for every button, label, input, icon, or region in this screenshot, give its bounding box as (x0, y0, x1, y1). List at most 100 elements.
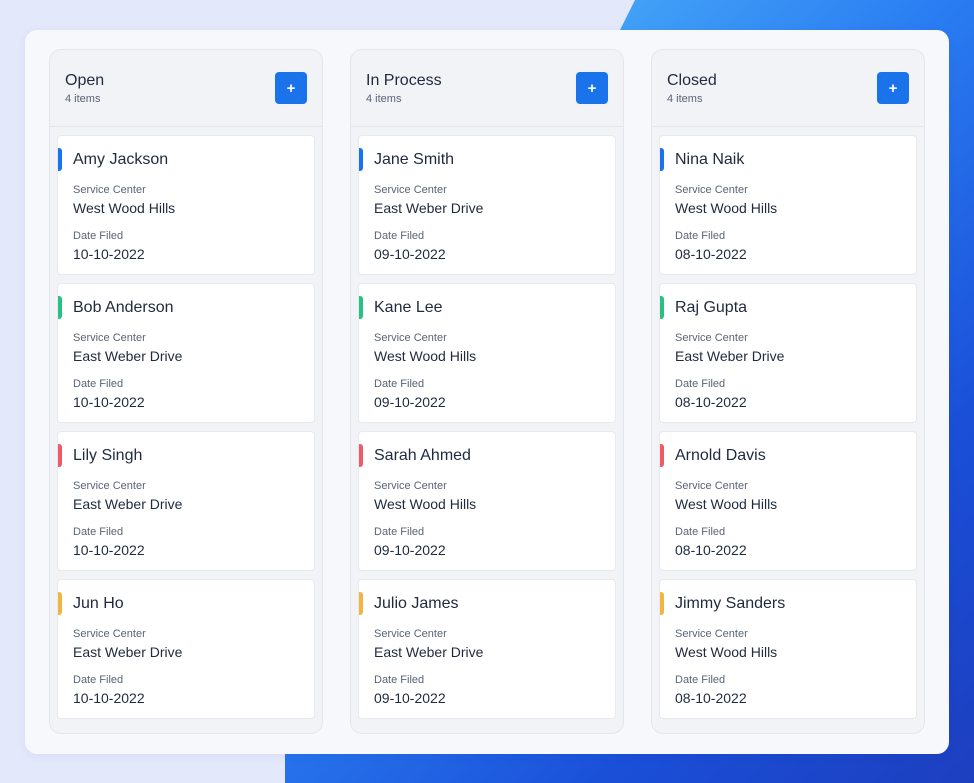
card-accent-bar (359, 296, 363, 319)
service-center-label: Service Center (374, 480, 447, 492)
card-accent-bar (359, 592, 363, 615)
column-header: Open 4 items + (50, 50, 322, 127)
service-center-label: Service Center (73, 628, 146, 640)
column-header: Closed 4 items + (652, 50, 924, 127)
date-filed-label: Date Filed (675, 674, 726, 686)
card-name: Lily Singh (73, 447, 143, 464)
add-card-button[interactable]: + (275, 72, 307, 104)
date-filed-value: 09-10-2022 (374, 394, 446, 410)
card-accent-bar (660, 592, 664, 615)
service-center-label: Service Center (73, 332, 146, 344)
column-header: In Process 4 items + (351, 50, 623, 127)
column-in-process: In Process 4 items + Jane Smith Service … (350, 49, 624, 734)
ticket-card[interactable]: Raj Gupta Service Center East Weber Driv… (659, 283, 917, 423)
service-center-value: East Weber Drive (374, 644, 484, 660)
ticket-card[interactable]: Kane Lee Service Center West Wood Hills … (358, 283, 616, 423)
ticket-card[interactable]: Arnold Davis Service Center West Wood Hi… (659, 431, 917, 571)
date-filed-value: 09-10-2022 (374, 690, 446, 706)
date-filed-value: 10-10-2022 (73, 246, 145, 262)
service-center-value: West Wood Hills (675, 200, 778, 216)
card-name: Jane Smith (374, 151, 455, 168)
date-filed-value: 08-10-2022 (675, 394, 747, 410)
service-center-label: Service Center (374, 628, 447, 640)
card-name: Sarah Ahmed (374, 447, 471, 464)
date-filed-value: 10-10-2022 (73, 542, 145, 558)
date-filed-label: Date Filed (374, 526, 425, 538)
card-accent-bar (660, 296, 664, 319)
card-name: Jimmy Sanders (675, 595, 786, 612)
card-name: Arnold Davis (675, 447, 766, 464)
service-center-label: Service Center (675, 332, 748, 344)
date-filed-value: 08-10-2022 (675, 690, 747, 706)
date-filed-label: Date Filed (675, 378, 726, 390)
service-center-label: Service Center (73, 184, 146, 196)
date-filed-label: Date Filed (374, 378, 425, 390)
ticket-card[interactable]: Sarah Ahmed Service Center West Wood Hil… (358, 431, 616, 571)
date-filed-value: 10-10-2022 (73, 690, 145, 706)
column-closed: Closed 4 items + Nina Naik Service Cente… (651, 49, 925, 734)
ticket-card[interactable]: Jane Smith Service Center East Weber Dri… (358, 135, 616, 275)
date-filed-value: 09-10-2022 (374, 246, 446, 262)
service-center-label: Service Center (73, 480, 146, 492)
card-name: Kane Lee (374, 299, 443, 316)
date-filed-label: Date Filed (374, 674, 425, 686)
ticket-card[interactable]: Amy Jackson Service Center West Wood Hil… (57, 135, 315, 275)
service-center-value: West Wood Hills (374, 348, 477, 364)
date-filed-label: Date Filed (675, 526, 726, 538)
date-filed-label: Date Filed (73, 526, 124, 538)
ticket-card[interactable]: Jimmy Sanders Service Center West Wood H… (659, 579, 917, 719)
card-accent-bar (660, 148, 664, 171)
card-name: Amy Jackson (73, 151, 169, 168)
column-title: In Process (366, 72, 442, 89)
card-accent-bar (359, 148, 363, 171)
date-filed-label: Date Filed (374, 230, 425, 242)
date-filed-label: Date Filed (73, 230, 124, 242)
service-center-label: Service Center (675, 480, 748, 492)
card-accent-bar (58, 444, 62, 467)
card-name: Nina Naik (675, 151, 745, 168)
service-center-value: East Weber Drive (73, 496, 183, 512)
ticket-card[interactable]: Nina Naik Service Center West Wood Hills… (659, 135, 917, 275)
card-name: Raj Gupta (675, 299, 748, 316)
card-accent-bar (58, 592, 62, 615)
card-accent-bar (660, 444, 664, 467)
service-center-value: East Weber Drive (73, 644, 183, 660)
date-filed-value: 09-10-2022 (374, 542, 446, 558)
service-center-value: East Weber Drive (73, 348, 183, 364)
service-center-value: West Wood Hills (374, 496, 477, 512)
card-accent-bar (58, 148, 62, 171)
service-center-value: East Weber Drive (675, 348, 785, 364)
service-center-label: Service Center (374, 184, 447, 196)
card-name: Jun Ho (73, 595, 124, 612)
column-open: Open 4 items + Amy Jackson Service Cente… (49, 49, 323, 734)
card-accent-bar (359, 444, 363, 467)
add-card-button[interactable]: + (877, 72, 909, 104)
service-center-label: Service Center (374, 332, 447, 344)
column-title: Closed (667, 72, 717, 89)
card-name: Julio James (374, 595, 459, 612)
ticket-card[interactable]: Lily Singh Service Center East Weber Dri… (57, 431, 315, 571)
card-name: Bob Anderson (73, 299, 174, 316)
date-filed-label: Date Filed (675, 230, 726, 242)
column-title: Open (65, 72, 105, 89)
add-card-button[interactable]: + (576, 72, 608, 104)
kanban-board: Open 4 items + Amy Jackson Service Cente… (25, 30, 949, 754)
column-item-count: 4 items (667, 93, 703, 105)
service-center-label: Service Center (675, 628, 748, 640)
column-item-count: 4 items (65, 93, 101, 105)
column-item-count: 4 items (366, 93, 402, 105)
date-filed-label: Date Filed (73, 378, 124, 390)
date-filed-label: Date Filed (73, 674, 124, 686)
date-filed-value: 10-10-2022 (73, 394, 145, 410)
service-center-value: West Wood Hills (73, 200, 176, 216)
service-center-label: Service Center (675, 184, 748, 196)
card-accent-bar (58, 296, 62, 319)
ticket-card[interactable]: Jun Ho Service Center East Weber Drive D… (57, 579, 315, 719)
date-filed-value: 08-10-2022 (675, 246, 747, 262)
service-center-value: East Weber Drive (374, 200, 484, 216)
service-center-value: West Wood Hills (675, 644, 778, 660)
service-center-value: West Wood Hills (675, 496, 778, 512)
date-filed-value: 08-10-2022 (675, 542, 747, 558)
ticket-card[interactable]: Bob Anderson Service Center East Weber D… (57, 283, 315, 423)
ticket-card[interactable]: Julio James Service Center East Weber Dr… (358, 579, 616, 719)
